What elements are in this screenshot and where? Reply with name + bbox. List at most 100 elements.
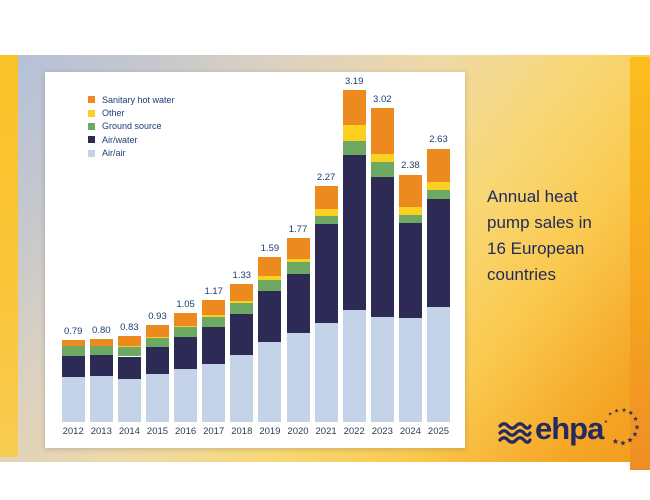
x-axis-tick-label: 2023 <box>371 426 393 437</box>
bar-segment-air-water-2021 <box>314 224 338 324</box>
bar-segment-sanitary-hot-water-2018 <box>230 283 254 302</box>
bar-segment-air-water-2018 <box>230 313 254 356</box>
bar-segment-air-water-2020 <box>286 274 310 333</box>
legend-swatch-icon <box>88 109 95 117</box>
bar-segment-air-water-2015 <box>146 347 169 375</box>
bar-segment-air-water-2013 <box>89 355 113 377</box>
star-icon: ★ <box>621 408 627 415</box>
bar-segment-air-air-2016 <box>174 368 198 422</box>
bar-value-label: 0.83 <box>120 321 139 333</box>
star-icon: ★ <box>614 407 620 414</box>
bar-segment-air-air-2015 <box>146 374 169 422</box>
bar-segment-ground-source-2024 <box>398 215 422 224</box>
chart-card: 0.79 2012 0.80 2013 0.83 2014 0.93 2015 1.05 2016… <box>45 72 465 448</box>
bar-segment-sanitary-hot-water-2019 <box>258 256 282 277</box>
star-icon: ★ <box>627 410 634 418</box>
bar-segment-sanitary-hot-water-2025 <box>427 148 450 182</box>
bar-segment-ground-source-2020 <box>286 261 310 275</box>
bar-segment-air-air-2018 <box>230 355 254 422</box>
star-icon: ★ <box>633 424 641 432</box>
legend-item: Air/water <box>88 133 175 146</box>
legend-label: Ground source <box>102 121 162 132</box>
legend-item: Air/air <box>88 147 175 160</box>
legend-swatch-icon <box>88 96 95 104</box>
bar-value-label: 1.33 <box>232 269 252 281</box>
legend-label: Sanitary hot water <box>102 94 175 105</box>
bar-value-label: 1.17 <box>204 286 223 298</box>
slide-title-line: Annual heat <box>487 187 578 206</box>
bar-value-label: 3.19 <box>344 76 364 88</box>
waves-icon <box>498 422 532 444</box>
x-axis-tick-label: 2021 <box>315 426 337 437</box>
bar-segment-air-water-2012 <box>61 356 85 378</box>
bar-segment-other-2021 <box>314 208 338 217</box>
bar-segment-air-air-2020 <box>286 332 310 422</box>
bar-segment-ground-source-2021 <box>314 216 338 225</box>
bar-segment-ground-source-2023 <box>370 162 394 177</box>
x-axis-tick-label: 2020 <box>287 426 309 437</box>
legend-item: Ground source <box>88 120 175 133</box>
bar-segment-air-air-2024 <box>398 318 422 422</box>
right-accent-strip <box>630 57 650 470</box>
bar-segment-air-air-2019 <box>258 341 282 422</box>
bar-segment-air-water-2024 <box>398 223 422 318</box>
bar-segment-air-water-2014 <box>117 356 141 380</box>
slide-title-line: 16 European <box>487 239 585 258</box>
bar-segment-sanitary-hot-water-2013 <box>89 338 113 347</box>
bar-value-label: 3.02 <box>373 93 392 105</box>
bar-segment-ground-source-2025 <box>427 190 450 200</box>
bar-segment-air-water-2023 <box>370 176 394 317</box>
legend-item: Other <box>88 106 175 119</box>
star-icon: ★ <box>632 415 639 423</box>
star-icon: ★ <box>603 418 608 424</box>
bar-segment-other-2016 <box>174 326 198 328</box>
bar-value-label: 0.80 <box>92 324 111 336</box>
bar-segment-air-air-2013 <box>89 376 113 422</box>
legend-item: Sanitary hot water <box>88 93 175 106</box>
legend-swatch-icon <box>88 149 95 157</box>
bar-segment-air-air-2017 <box>202 363 226 422</box>
x-axis-tick-label: 2015 <box>146 426 169 437</box>
star-icon: ★ <box>631 431 639 439</box>
x-axis-tick-label: 2013 <box>90 426 112 437</box>
legend-swatch-icon <box>88 136 95 144</box>
x-axis-tick-label: 2018 <box>231 426 253 437</box>
bar-segment-other-2025 <box>427 181 450 191</box>
bar-segment-ground-source-2014 <box>117 347 141 357</box>
bar-value-label: 1.77 <box>288 223 308 235</box>
bar-segment-other-2023 <box>370 153 394 162</box>
x-axis-tick-label: 2017 <box>203 426 225 437</box>
bar-segment-other-2015 <box>146 336 169 338</box>
x-axis-tick-label: 2019 <box>259 426 281 437</box>
stacked-bar-chart: 0.79 2012 0.80 2013 0.83 2014 0.93 2015 1.05 2016… <box>45 72 465 448</box>
star-icon: ★ <box>607 411 613 418</box>
bar-segment-sanitary-hot-water-2021 <box>314 185 338 209</box>
bar-segment-ground-source-2022 <box>342 141 366 155</box>
bar-segment-air-water-2019 <box>258 290 282 342</box>
x-axis-tick-label: 2014 <box>118 426 140 437</box>
bar-value-label: 0.93 <box>148 311 167 323</box>
x-axis-tick-label: 2022 <box>343 426 365 437</box>
bar-segment-ground-source-2013 <box>89 346 113 356</box>
ehpa-logo-text: ehpa <box>535 411 604 446</box>
bar-segment-ground-source-2018 <box>230 303 254 314</box>
bar-segment-sanitary-hot-water-2014 <box>117 335 141 347</box>
bar-segment-other-2024 <box>398 206 422 216</box>
bar-segment-other-2018 <box>230 301 254 304</box>
bar-segment-air-air-2012 <box>61 377 85 422</box>
bar-segment-air-water-2022 <box>342 154 366 310</box>
slide-title-line: pump sales in <box>487 213 592 232</box>
bar-value-label: 2.27 <box>316 171 336 183</box>
eu-stars-icon: ★ ★ ★ ★ ★ ★ ★ ★ ★ ★ ★ <box>598 406 644 452</box>
bar-segment-air-air-2021 <box>314 323 338 422</box>
bar-value-label: 1.05 <box>176 298 195 310</box>
bar-segment-other-2022 <box>342 124 366 142</box>
bar-segment-sanitary-hot-water-2024 <box>398 174 422 207</box>
bar-segment-air-water-2017 <box>202 327 226 364</box>
bar-segment-other-2019 <box>258 276 282 280</box>
bar-segment-ground-source-2017 <box>202 316 226 328</box>
bar-segment-air-air-2025 <box>427 306 450 422</box>
legend-label: Air/air <box>102 148 126 159</box>
legend-label: Other <box>102 108 125 119</box>
left-accent-strip <box>0 55 18 457</box>
